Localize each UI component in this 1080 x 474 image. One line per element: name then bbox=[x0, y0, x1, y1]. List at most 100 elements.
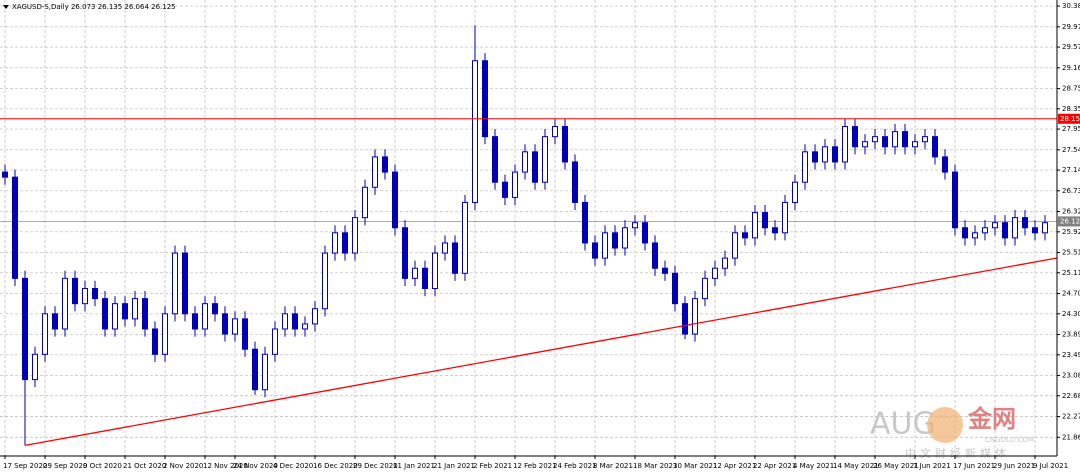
y-tick-label: 27.540 bbox=[1062, 146, 1080, 154]
candle-body bbox=[882, 136, 888, 148]
trend-line bbox=[24, 257, 1058, 447]
candle-body bbox=[742, 232, 748, 239]
y-tick-label: 23.080 bbox=[1062, 372, 1080, 380]
x-tick-label: 26 May 2021 bbox=[873, 462, 919, 470]
y-tick-label: 25.110 bbox=[1062, 269, 1080, 277]
candle-body bbox=[172, 252, 178, 315]
candle-body bbox=[382, 156, 388, 173]
candle-body bbox=[932, 136, 938, 158]
candle-body bbox=[1002, 222, 1008, 239]
candle-body bbox=[82, 287, 88, 305]
candle-body bbox=[922, 136, 928, 143]
candle-body bbox=[132, 298, 138, 320]
candle-body bbox=[442, 242, 448, 254]
candle-body bbox=[112, 303, 118, 330]
candle-body bbox=[282, 313, 288, 330]
candle-body bbox=[832, 146, 838, 163]
candle-body bbox=[402, 227, 408, 279]
y-tick-label: 24.300 bbox=[1062, 310, 1080, 318]
watermark-site: CNGOLD.COM bbox=[985, 436, 1034, 444]
candle-body bbox=[482, 60, 488, 138]
y-tick-label: 23.890 bbox=[1062, 331, 1080, 339]
candle-body bbox=[412, 267, 418, 279]
x-tick-label: 12 Nov 2020 bbox=[203, 462, 248, 470]
candle-body bbox=[472, 60, 478, 203]
candle-body bbox=[842, 126, 848, 163]
candle-body bbox=[212, 303, 218, 315]
candle-body bbox=[952, 171, 958, 229]
x-tick-label: 11 Jan 2021 bbox=[393, 462, 435, 470]
candle-body bbox=[852, 126, 858, 148]
candle-body bbox=[912, 141, 918, 148]
candle-body bbox=[682, 303, 688, 335]
candle-body bbox=[902, 131, 908, 148]
x-tick-label: 2 Nov 2020 bbox=[163, 462, 203, 470]
level-label: 28.153 bbox=[1060, 115, 1080, 123]
price-label-box bbox=[1058, 216, 1080, 227]
candle-body bbox=[752, 212, 758, 239]
candle-body bbox=[792, 181, 798, 203]
x-tick-label: 8 Mar 2021 bbox=[593, 462, 633, 470]
x-tick-label: 24 Nov 2020 bbox=[233, 462, 278, 470]
candle-body bbox=[622, 227, 628, 249]
title-arrow bbox=[3, 5, 9, 9]
x-tick-label: 24 Feb 2021 bbox=[553, 462, 597, 470]
watermark-brand: AUG bbox=[870, 407, 936, 442]
candle-body bbox=[192, 313, 198, 330]
candle-body bbox=[492, 136, 498, 183]
y-tick-label: 29.570 bbox=[1062, 43, 1080, 51]
candle-body bbox=[802, 151, 808, 183]
candle-body bbox=[702, 277, 708, 300]
candle-body bbox=[512, 171, 518, 198]
watermark-icon bbox=[927, 407, 963, 443]
candle-body bbox=[602, 232, 608, 259]
watermark-logo: 金网 bbox=[967, 405, 1016, 433]
candle-body bbox=[732, 232, 738, 259]
y-tick-label: 22.270 bbox=[1062, 413, 1080, 421]
candle-body bbox=[542, 136, 548, 183]
candle-body bbox=[1012, 217, 1018, 239]
candle-body bbox=[1032, 227, 1038, 234]
candle-body bbox=[122, 303, 128, 320]
candle-body bbox=[372, 156, 378, 188]
candle-body bbox=[892, 131, 898, 148]
candle-body bbox=[42, 313, 48, 355]
x-tick-label: 2 Feb 2021 bbox=[473, 462, 512, 470]
candle-body bbox=[242, 318, 248, 350]
candle-body bbox=[2, 171, 8, 178]
candle-body bbox=[322, 252, 328, 310]
candle-body bbox=[462, 201, 468, 274]
candle-body bbox=[22, 277, 28, 381]
candle-body bbox=[772, 227, 778, 234]
plot bbox=[0, 25, 1058, 447]
x-tick-label: 9 Oct 2020 bbox=[83, 462, 122, 470]
candle-body bbox=[942, 156, 948, 173]
candle-body bbox=[432, 252, 438, 289]
y-tick-label: 26.730 bbox=[1062, 187, 1080, 195]
candle-body bbox=[502, 181, 508, 198]
x-tick-label: 12 Feb 2021 bbox=[513, 462, 557, 470]
candle-body bbox=[332, 232, 338, 254]
candle-body bbox=[352, 217, 358, 254]
x-tick-label: 9 Jul 2021 bbox=[1033, 462, 1068, 470]
candle-body bbox=[12, 176, 18, 279]
candle-body bbox=[32, 353, 38, 381]
candle-body bbox=[812, 151, 818, 163]
level-label-box bbox=[1058, 113, 1080, 124]
price-label: 26.125 bbox=[1060, 217, 1080, 225]
x-tick-label: 4 Dec 2020 bbox=[273, 462, 313, 470]
candle-body bbox=[562, 126, 568, 163]
candle-body bbox=[1042, 222, 1048, 234]
candle-body bbox=[222, 313, 228, 335]
candle-body bbox=[142, 298, 148, 330]
candle-body bbox=[662, 267, 668, 274]
candle-body bbox=[822, 146, 828, 163]
candle-body bbox=[712, 267, 718, 279]
x-tick-label: 21 Oct 2020 bbox=[123, 462, 166, 470]
candle-body bbox=[292, 313, 298, 330]
candle-body bbox=[92, 287, 98, 300]
candle-body bbox=[452, 242, 458, 274]
x-tick-label: 14 May 2021 bbox=[833, 462, 879, 470]
